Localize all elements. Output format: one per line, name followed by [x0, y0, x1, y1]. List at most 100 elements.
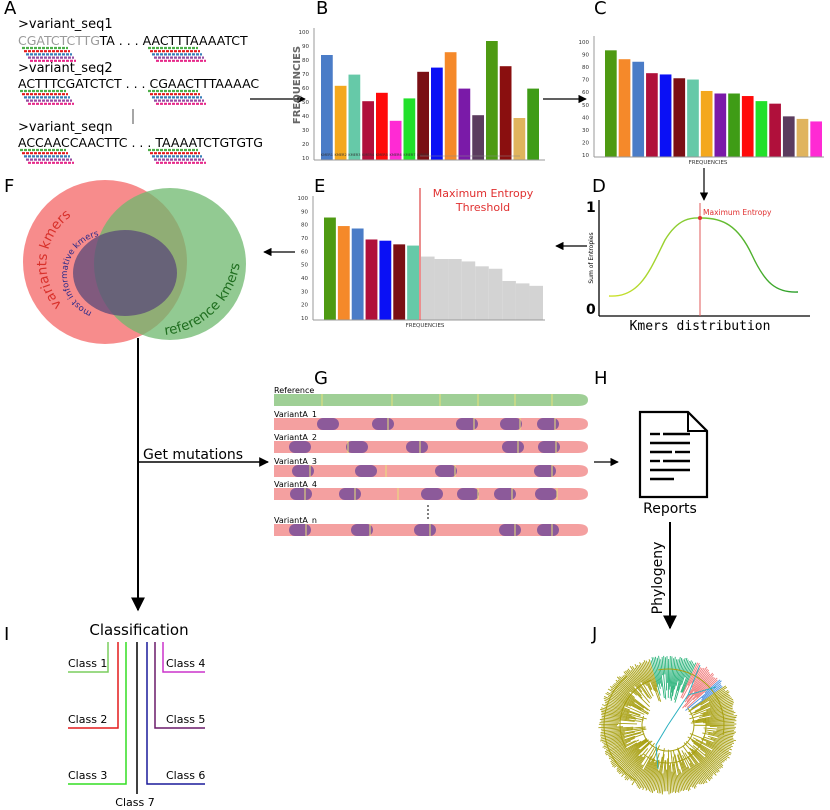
ytick-label: 40 [582, 115, 589, 121]
ytick-label: 10 [582, 153, 589, 159]
tree-leaf-branch [632, 764, 644, 781]
track-label: VariantA_3 [274, 457, 317, 466]
bar [796, 118, 809, 157]
threshold-label-line2: Threshold [455, 201, 510, 214]
tree-clade-path [655, 724, 669, 770]
tree-leaf-branch [663, 760, 667, 792]
ytick-label: 20 [301, 303, 308, 309]
report-fold-icon [687, 412, 707, 432]
tree-leaf-branch [681, 660, 690, 685]
panel-h-report: Reports [638, 410, 709, 517]
seq2-right: CGAACTTTAAAAC [150, 76, 260, 91]
tree-leaf-branch [600, 726, 634, 730]
tree-internal-arc [658, 668, 725, 735]
tree-leaf-branch [688, 751, 712, 780]
tree-leaf-branch [679, 769, 686, 791]
bar [348, 74, 361, 160]
tree-leaf-branch [689, 733, 732, 751]
bar [659, 74, 672, 157]
class-3-label: Class 3 [68, 769, 107, 782]
seq2-mid: . . . [122, 76, 150, 91]
tree-leaf-branch [713, 741, 732, 749]
panel-e-bars [324, 217, 543, 320]
tree-leaf-branch [694, 693, 729, 712]
tree-leaf-branch [651, 657, 659, 685]
mutation-marker [457, 488, 479, 500]
tree-leaf-branch [612, 685, 645, 709]
ytick-label: 50 [582, 103, 589, 109]
panel-c-letter: C [594, 0, 607, 19]
bar [769, 103, 781, 157]
track-label: Reference [274, 386, 314, 395]
tree-leaf-branch [627, 668, 649, 698]
tree-leaf-branch [681, 750, 701, 785]
tree-leaf-branch [708, 732, 734, 739]
tree-leaf-branch [658, 655, 665, 699]
class-7-label: Class 7 [115, 796, 154, 809]
tree-leaf-branch [607, 688, 650, 714]
tree-leaf-branch [690, 718, 736, 724]
tree-internal-arc [643, 718, 707, 764]
bar [444, 52, 457, 161]
reports-label: Reports [643, 501, 697, 517]
tree-leaf-branch [710, 737, 733, 746]
class-6-label: Class 6 [166, 769, 205, 782]
tree-leaf-branch [694, 696, 731, 714]
tree-leaf-branch [669, 762, 673, 793]
tree-leaf-branch [616, 676, 638, 696]
tree-leaf-branch [599, 718, 621, 722]
tree-leaf-branch [636, 746, 658, 787]
tree-leaf-branch [701, 683, 722, 699]
class-3-branch [68, 642, 127, 785]
tree-leaf-branch [648, 759, 659, 792]
tree-leaf-branch [663, 655, 666, 675]
tree-leaf-branch [689, 762, 703, 785]
ytick-label: 30 [301, 289, 308, 295]
ytick-label: 70 [301, 236, 308, 242]
panel-d-ylabel: Sum of Entropies [588, 232, 595, 283]
tree-leaf-branch [682, 662, 697, 693]
tree-leaf-branch [690, 739, 726, 762]
seqn-mid: . . . [127, 135, 155, 150]
tree-leaf-branch [606, 691, 649, 715]
panel-e-xlabel: FREQUENCIES [406, 323, 445, 329]
mutation-marker [421, 488, 443, 500]
tree-leaf-branch [704, 753, 723, 768]
tree-leaf-branch [610, 738, 648, 763]
tree-leaf-branch [697, 712, 736, 720]
tree-leaf-branch [664, 657, 668, 691]
ytick-label: 60 [301, 249, 308, 255]
tree-leaf-branch [660, 773, 664, 794]
tree-leaf-branch [717, 737, 734, 743]
tree-leaf-branch [615, 682, 635, 698]
bar [741, 96, 754, 157]
dropped-bar [529, 285, 543, 320]
tree-leaf-branch [685, 741, 720, 772]
tree-leaf-branch [707, 735, 734, 745]
tree-leaf-branch [605, 737, 635, 750]
tree-leaf-branch [692, 677, 716, 701]
panel-i-classification: Classification Class 1 Class 2 Class 3 C… [68, 621, 205, 809]
tree-leaf-branch [653, 657, 661, 689]
dropped-bar [448, 259, 462, 320]
bar [605, 50, 617, 157]
bar [393, 244, 406, 320]
panel-c-xlabel: FREQUENCIES [689, 160, 728, 166]
tree-leaf-branch [709, 697, 733, 708]
seqn-right: TAAAATCTGTGTG [154, 135, 263, 150]
panel-b-xticks: KMER1 KMER2 KMER3 KMER4 KMER5 KMER6 KMER7 KMER8 [321, 153, 429, 157]
tree-leaf-branch [690, 685, 727, 711]
xtick-label: KMER2 [335, 153, 347, 157]
tree-leaf-branch [702, 736, 733, 748]
seq1-right: AACTTTAAAATCT [143, 33, 248, 48]
tree-leaf-branch [686, 673, 711, 703]
tree-leaf-branch [631, 747, 655, 786]
panel-g-tracks: Reference VariantA_1 VariantA_2 VariantA_3 V… [274, 386, 588, 536]
panel-c-bars [605, 50, 822, 157]
tree-leaf-branch [689, 706, 733, 720]
xtick-label: KMER6 [390, 153, 402, 157]
tree-leaf-branch [700, 689, 726, 706]
get-mutations-label: Get mutations [143, 447, 243, 463]
tree-leaf-branch [610, 740, 642, 761]
tree-leaf-branch [691, 751, 713, 777]
